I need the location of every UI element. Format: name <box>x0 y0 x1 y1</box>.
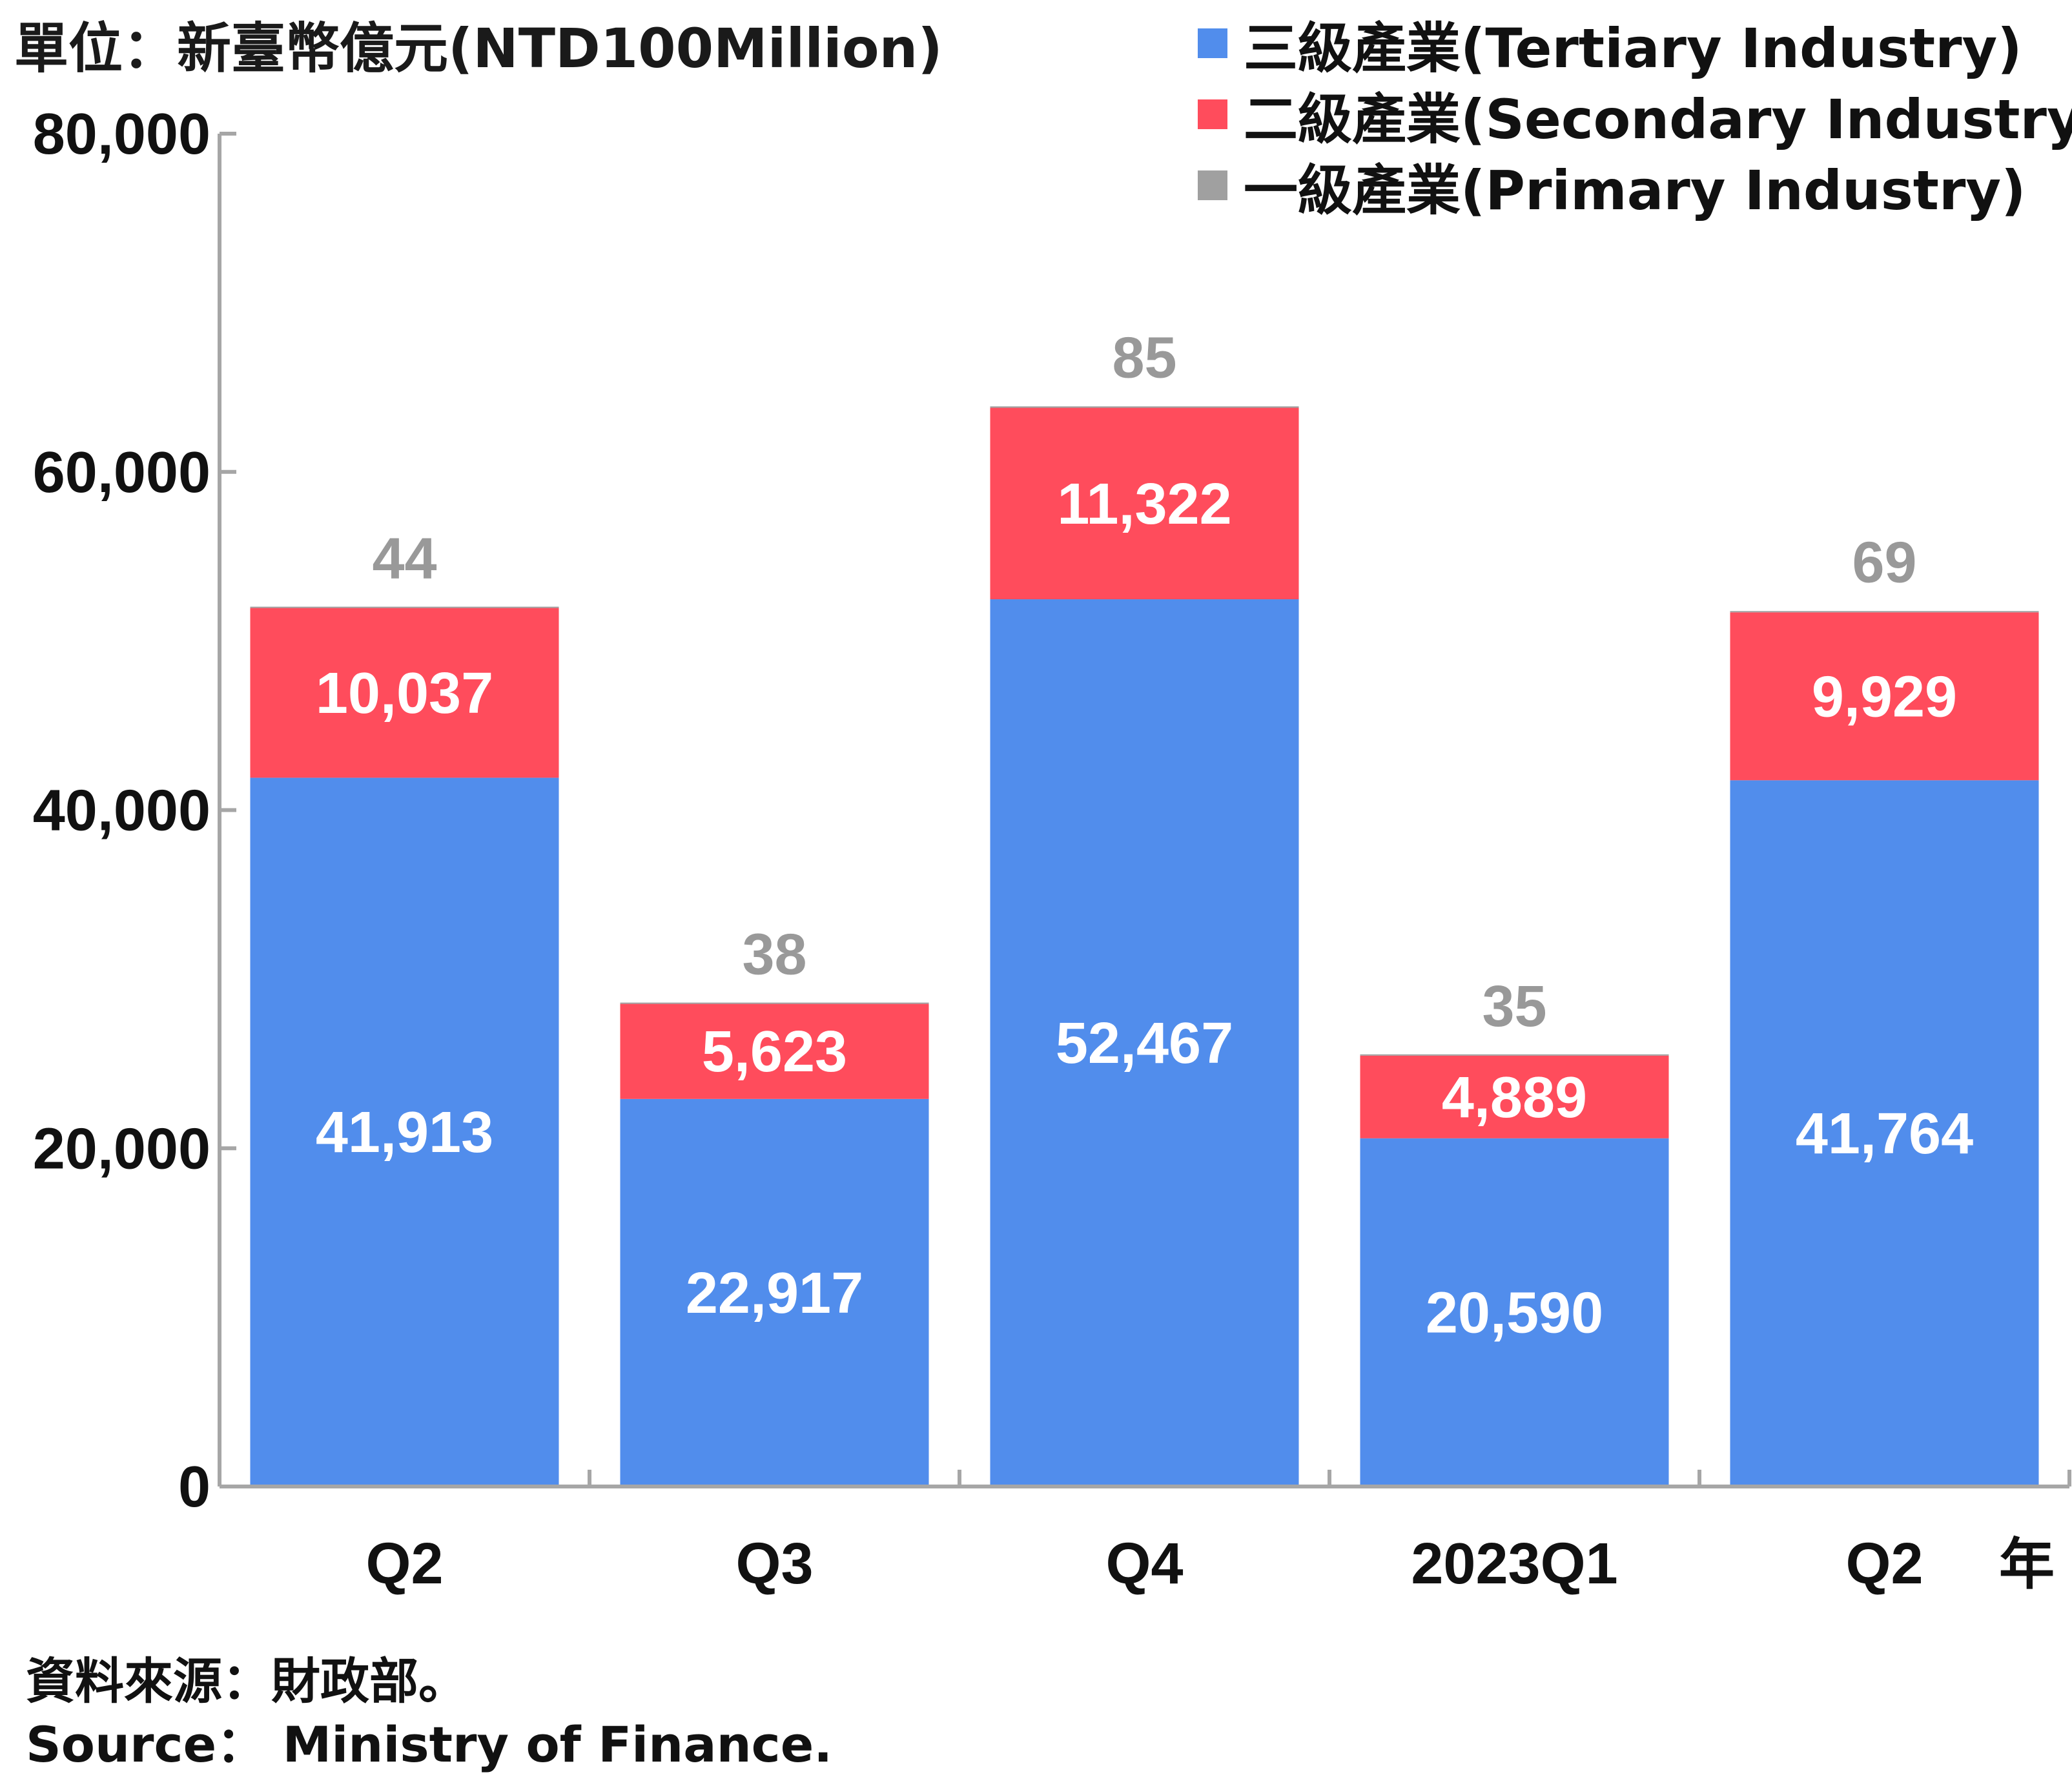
bars: 41,913 10,037 44 22,917 5,623 38 52,467 11,322 8… <box>250 325 2039 1487</box>
x-tick-label: Q2 <box>1845 1532 1923 1596</box>
x-tick-label: Q3 <box>735 1532 813 1596</box>
bar-segment-secondary <box>250 608 559 778</box>
bar-segment-primary <box>250 606 559 608</box>
data-label-tertiary: 41,764 <box>1796 1102 1973 1166</box>
data-label-secondary: 11,322 <box>1057 472 1231 537</box>
data-label-primary: 85 <box>1112 325 1176 390</box>
source-en: Source： Ministry of Finance. <box>26 1716 832 1773</box>
data-label-primary: 69 <box>1852 530 1916 595</box>
legend-item-tertiary: 三級產業(Tertiary Industry) <box>1198 17 2022 80</box>
bar-group: 20,590 4,889 35 <box>1360 974 1669 1487</box>
bar-group: 22,917 5,623 38 <box>620 923 929 1487</box>
bar-segment-secondary <box>1730 612 2039 781</box>
data-label-tertiary: 20,590 <box>1426 1281 1603 1345</box>
y-tick-label: 80,000 <box>33 102 210 167</box>
bar-segment-tertiary <box>620 1098 929 1487</box>
year-label: 年 <box>1999 1532 2055 1597</box>
data-label-secondary: 10,037 <box>316 661 493 726</box>
data-label-secondary: 5,623 <box>702 1020 847 1084</box>
data-label-tertiary: 52,467 <box>1056 1011 1233 1076</box>
bar-segment-primary <box>1360 1054 1669 1056</box>
data-label-primary: 35 <box>1482 974 1546 1039</box>
legend-swatch-tertiary <box>1198 28 1227 58</box>
legend-swatch-primary <box>1198 170 1227 200</box>
source-zh: 資料來源：財政部。 <box>26 1652 467 1710</box>
bar-segment-tertiary <box>250 777 559 1487</box>
x-tick-label: 2023Q1 <box>1411 1532 1617 1596</box>
bar-segment-primary <box>1730 611 2039 613</box>
data-label-secondary: 9,929 <box>1812 664 1957 729</box>
bar-segment-secondary <box>990 407 1299 600</box>
bar-segment-primary <box>620 1002 929 1004</box>
data-label-tertiary: 22,917 <box>686 1261 863 1326</box>
legend-item-secondary: 二級產業(Secondary Industry) <box>1198 88 2072 151</box>
bar-segment-tertiary <box>1360 1138 1669 1487</box>
legend-label-secondary: 二級產業(Secondary Industry) <box>1244 88 2072 151</box>
legend: 三級產業(Tertiary Industry) 二級產業(Secondary I… <box>1198 17 2072 222</box>
bar-segment-tertiary <box>990 599 1299 1487</box>
bar-group: 52,467 11,322 85 <box>990 325 1299 1487</box>
bar-segment-tertiary <box>1730 780 2039 1487</box>
legend-swatch-secondary <box>1198 99 1227 129</box>
y-tick-label: 40,000 <box>33 779 210 843</box>
data-label-secondary: 4,889 <box>1442 1065 1587 1130</box>
legend-item-primary: 一級產業(Primary Industry) <box>1198 159 2026 222</box>
legend-label-primary: 一級產業(Primary Industry) <box>1244 159 2026 222</box>
bar-segment-secondary <box>1360 1055 1669 1138</box>
data-label-primary: 38 <box>742 923 806 987</box>
bar-group: 41,764 9,929 69 <box>1730 530 2039 1487</box>
data-label-primary: 44 <box>372 526 436 591</box>
legend-label-tertiary: 三級產業(Tertiary Industry) <box>1244 17 2022 80</box>
y-axis: 0 20,000 40,000 60,000 80,000 <box>33 102 236 1519</box>
x-axis: Q2 Q3 Q4 2023Q1 Q2 <box>220 1470 2071 1596</box>
data-label-tertiary: 41,913 <box>316 1100 493 1165</box>
y-tick-label: 0 <box>178 1455 210 1519</box>
y-tick-label: 20,000 <box>33 1116 210 1181</box>
x-tick-label: Q2 <box>365 1532 443 1596</box>
bar-segment-primary <box>990 406 1299 408</box>
y-tick-label: 60,000 <box>33 440 210 505</box>
x-tick-label: Q4 <box>1105 1532 1183 1596</box>
bar-segment-secondary <box>620 1003 929 1099</box>
bar-group: 41,913 10,037 44 <box>250 526 559 1487</box>
unit-label: 單位：新臺幣億元(NTD100Million) <box>14 17 943 80</box>
